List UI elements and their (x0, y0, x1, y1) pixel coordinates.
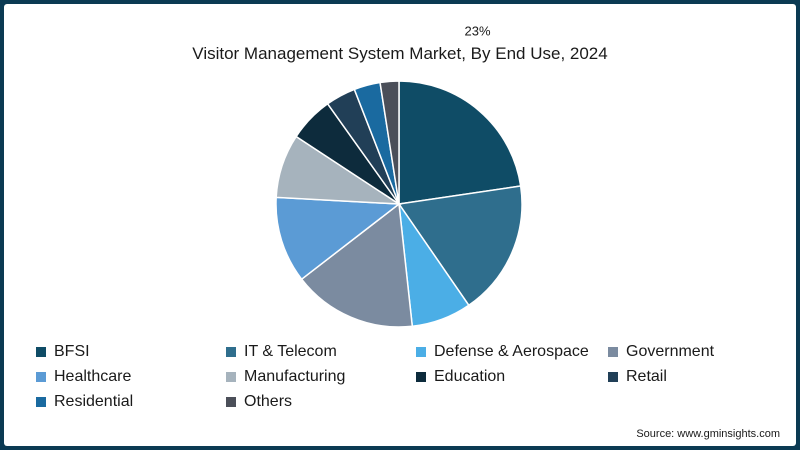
legend-item-it-telecom: IT & Telecom (226, 343, 337, 361)
pie-slice-healthcare (275, 196, 402, 281)
legend-swatch (226, 397, 236, 407)
legend-label: BFSI (54, 343, 90, 360)
legend-swatch (36, 347, 46, 357)
legend-label: IT & Telecom (244, 343, 337, 360)
legend-label: Education (434, 368, 506, 385)
legend-item-manufacturing: Manufacturing (226, 368, 345, 386)
legend-swatch (36, 397, 46, 407)
legend-item-others: Others (226, 393, 292, 411)
legend-swatch (416, 372, 426, 382)
legend-item-retail: Retail (608, 368, 667, 386)
legend-item-defense-aerospace: Defense & Aerospace (416, 343, 589, 361)
legend-item-bfsi: BFSI (36, 343, 90, 361)
pie-slice-it-telecom (397, 185, 523, 307)
legend-label: Healthcare (54, 368, 132, 385)
source-note: Source: www.gminsights.com (636, 428, 780, 440)
legend-swatch (416, 347, 426, 357)
legend-label: Defense & Aerospace (434, 343, 589, 360)
legend-swatch (608, 372, 618, 382)
legend-label: Manufacturing (244, 368, 346, 385)
pie-slice-government (300, 202, 414, 328)
legend-label: Retail (626, 368, 667, 385)
chart-frame: Visitor Management System Market, By End… (4, 4, 796, 446)
pie-slice-bfsi (398, 80, 522, 205)
data-label-bfsi: 23% (464, 23, 490, 38)
legend-item-education: Education (416, 368, 505, 386)
legend-swatch (36, 372, 46, 382)
legend-item-residential: Residential (36, 393, 133, 411)
legend-swatch (226, 372, 236, 382)
legend-swatch (226, 347, 236, 357)
chart-title: Visitor Management System Market, By End… (192, 44, 608, 63)
legend-label: Others (244, 393, 293, 410)
legend-label: Residential (54, 393, 134, 410)
legend-swatch (608, 347, 618, 357)
legend-item-healthcare: Healthcare (36, 368, 131, 386)
pie-slice-others (379, 80, 400, 205)
legend-label: Government (626, 343, 715, 360)
legend-item-government: Government (608, 343, 714, 361)
pie-chart: 23% (275, 23, 523, 328)
